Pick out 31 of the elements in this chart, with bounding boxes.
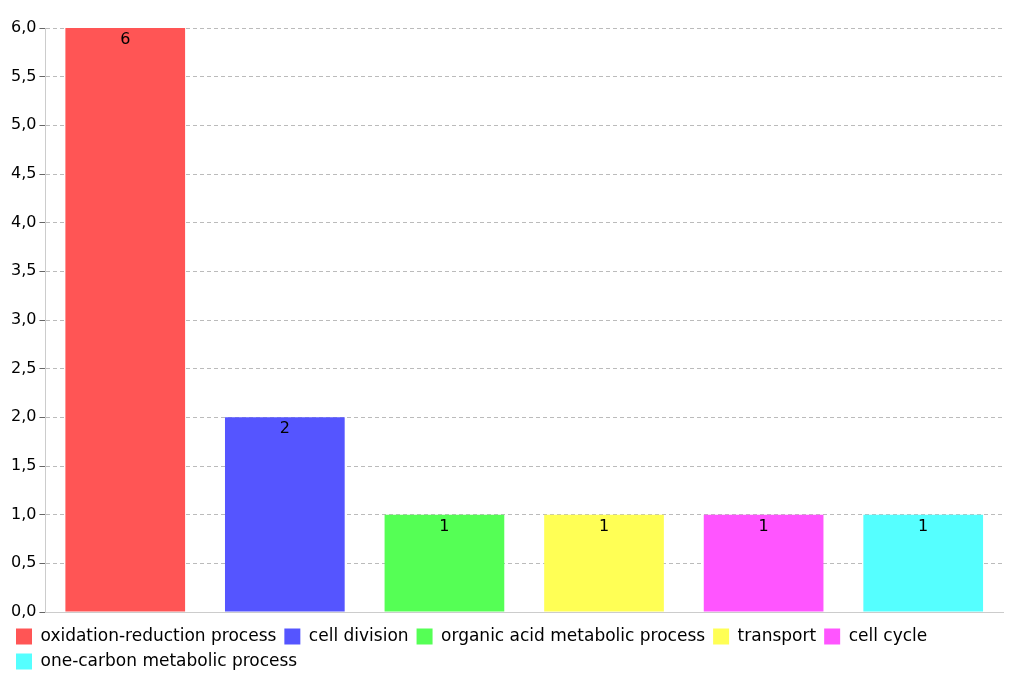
legend-label: cell cycle: [848, 624, 928, 645]
data-label: 6: [120, 29, 131, 49]
y-tick-label: 0,5: [10, 552, 37, 572]
y-tick-label: 5,0: [10, 114, 37, 134]
data-label: 1: [598, 515, 610, 535]
data-label: 1: [439, 515, 450, 535]
y-tick-label: 2,5: [10, 357, 37, 377]
y-tick-label: 2,0: [10, 406, 37, 426]
data-label: 1: [918, 515, 929, 535]
bar: [65, 28, 186, 612]
legend-label: cell division: [308, 624, 409, 645]
data-label: 2: [279, 418, 290, 438]
y-tick-label: 3,5: [10, 260, 37, 280]
y-tick-label: 5,5: [10, 65, 37, 85]
bar: [863, 514, 984, 612]
y-tick-label: 3,0: [10, 309, 37, 329]
bar: [224, 417, 345, 612]
legend-label: transport: [737, 624, 817, 645]
y-tick-label: 0,0: [10, 601, 37, 621]
data-label: 1: [758, 515, 769, 535]
bar: [703, 514, 824, 612]
bar: [544, 514, 664, 612]
legend-label: one-carbon metabolic process: [40, 649, 298, 670]
y-tick-label: 1,5: [10, 455, 37, 475]
y-tick-label: 4,5: [10, 163, 37, 183]
bar: [384, 514, 505, 612]
y-tick-label: 4,0: [10, 211, 37, 231]
y-tick-label: 1,0: [10, 503, 37, 523]
legend-label: oxidation-reduction process: [40, 624, 277, 645]
legend-label: organic acid metabolic process: [441, 624, 706, 645]
y-tick-label: 6,0: [10, 17, 37, 37]
